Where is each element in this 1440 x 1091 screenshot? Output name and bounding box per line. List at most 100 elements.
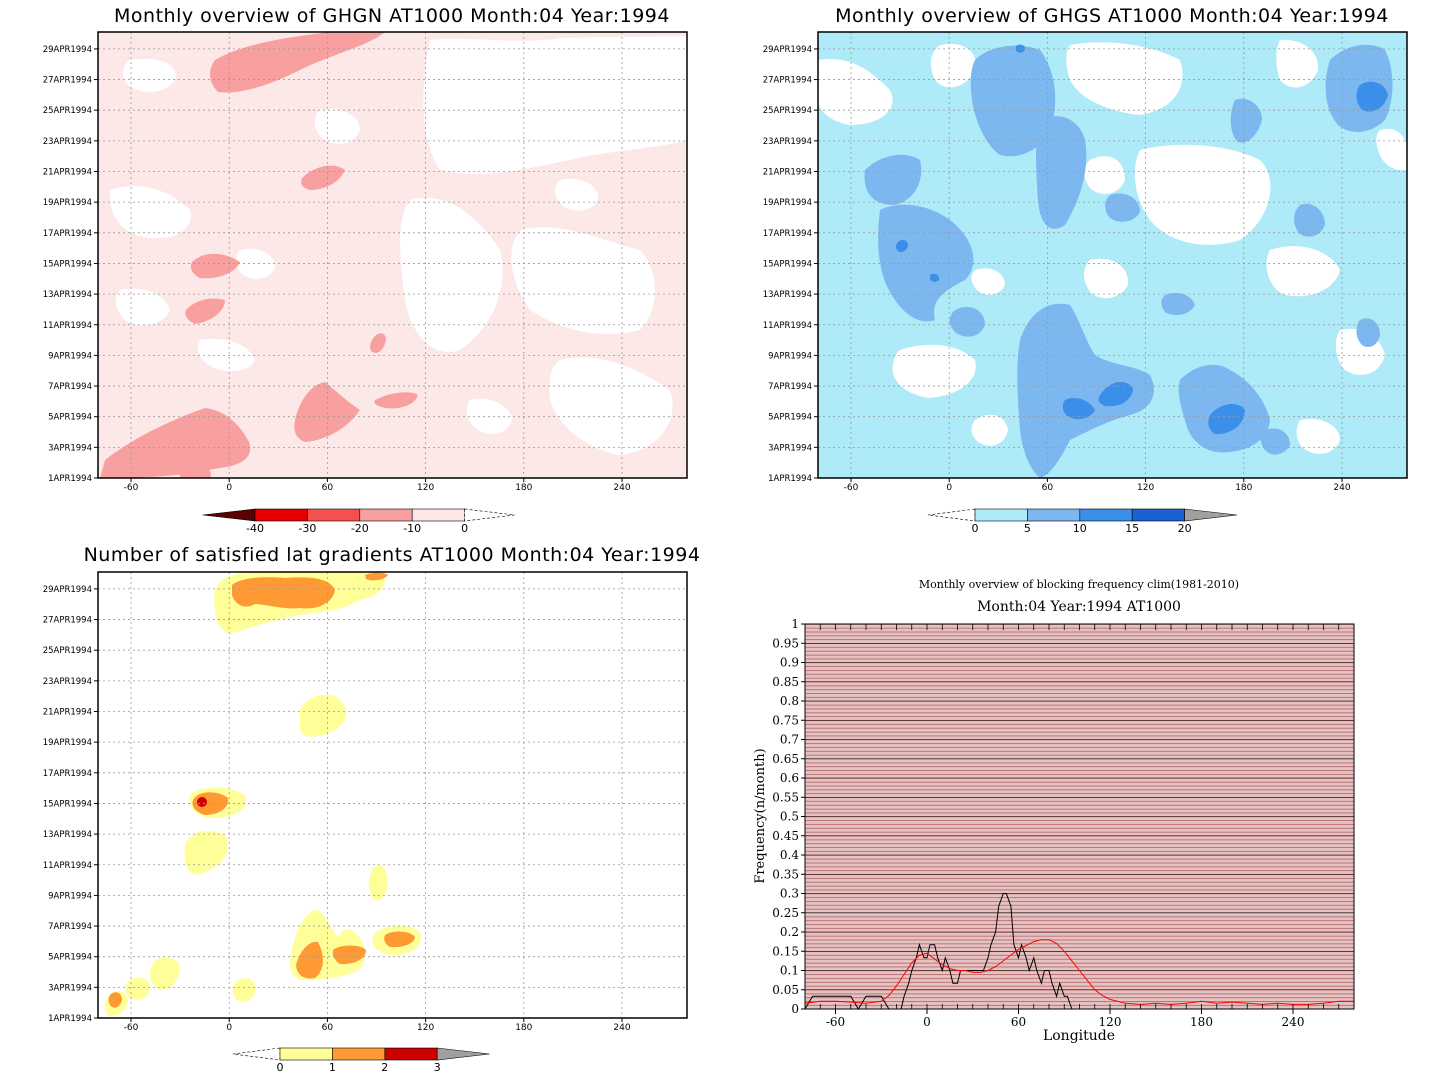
x-tick-label: 120 bbox=[417, 1023, 434, 1033]
x-axis: -60 0 60 120 180 240 bbox=[124, 478, 631, 493]
y-axis: 1APR1994 3APR1994 5APR1994 7APR1994 9APR1994… bbox=[43, 45, 98, 484]
y-tick-label: 15APR1994 bbox=[43, 799, 92, 809]
x-tick-label: -60 bbox=[826, 1015, 845, 1029]
x-tick-label: 240 bbox=[613, 1023, 630, 1033]
x-tick-label: 60 bbox=[322, 483, 334, 493]
y-tick-label: 1APR1994 bbox=[48, 1014, 92, 1024]
x-tick-label: 240 bbox=[1282, 1015, 1305, 1029]
colorbar-label: -20 bbox=[351, 522, 369, 535]
x-tick-label: 180 bbox=[515, 1023, 532, 1033]
colorbar-label: 5 bbox=[1024, 522, 1031, 535]
y-tick-label: 23APR1994 bbox=[763, 137, 812, 147]
colorbar-segment bbox=[1027, 508, 1081, 522]
colorbar-segment bbox=[254, 508, 308, 522]
y-tick-label: 1APR1994 bbox=[768, 474, 812, 484]
y-tick-label: 25APR1994 bbox=[43, 646, 92, 656]
colorbar: 0 1 2 3 bbox=[232, 1047, 490, 1074]
panel-lat-gradients: Number of satisfied lat gradients AT1000… bbox=[43, 544, 700, 1074]
colorbar-label: 3 bbox=[434, 1061, 441, 1074]
panel-ghgn: Monthly overview of GHGN AT1000 Month:04… bbox=[43, 5, 688, 535]
y-tick-label: 13APR1994 bbox=[763, 290, 812, 300]
y-tick-label: 29APR1994 bbox=[43, 585, 92, 595]
y-tick-label: 15APR1994 bbox=[43, 259, 92, 269]
colorbar-open-end bbox=[464, 508, 515, 522]
y-tick-label: 21APR1994 bbox=[763, 168, 812, 178]
x-axis: -60 0 60 120 180 240 bbox=[124, 1018, 631, 1033]
y-tick-label: 0.35 bbox=[772, 867, 799, 881]
y-tick-label: 7APR1994 bbox=[768, 382, 812, 392]
y-tick-label: 7APR1994 bbox=[48, 382, 92, 392]
y-tick-label: 0.95 bbox=[772, 636, 799, 650]
colorbar-label: -30 bbox=[298, 522, 316, 535]
x-tick-label: -60 bbox=[124, 483, 139, 493]
colorbar-segment bbox=[1131, 508, 1185, 522]
y-tick-label: 0.15 bbox=[772, 944, 799, 958]
x-axis: -60 0 60 120 180 240 bbox=[804, 624, 1355, 1029]
x-tick-label: 180 bbox=[515, 483, 532, 493]
colorbar: 0 5 10 15 20 bbox=[927, 508, 1238, 535]
y-tick-label: 13APR1994 bbox=[43, 830, 92, 840]
y-tick-label: 0.3 bbox=[780, 887, 799, 901]
chart-subtitle: Month:04 Year:1994 AT1000 bbox=[977, 599, 1181, 615]
y-tick-label: 13APR1994 bbox=[43, 290, 92, 300]
colorbar-segment bbox=[974, 508, 1028, 522]
lat-gradient-contours bbox=[98, 572, 687, 1018]
y-axis: 1APR1994 3APR1994 5APR1994 7APR1994 9APR1994… bbox=[763, 45, 818, 484]
plot-frame bbox=[817, 31, 1408, 479]
chart-title: Monthly overview of GHGN AT1000 Month:04… bbox=[114, 5, 670, 27]
y-tick-label: 0.55 bbox=[772, 790, 799, 804]
colorbar-label: -40 bbox=[246, 522, 264, 535]
y-tick-label: 29APR1994 bbox=[763, 45, 812, 55]
y-tick-label: 23APR1994 bbox=[43, 677, 92, 687]
x-tick-label: 60 bbox=[1011, 1015, 1026, 1029]
y-tick-label: 27APR1994 bbox=[763, 76, 812, 86]
y-axis: 1APR1994 3APR1994 5APR1994 7APR1994 9APR1994… bbox=[43, 585, 98, 1024]
y-tick-label: 0.2 bbox=[780, 925, 799, 939]
colorbar-segment bbox=[279, 1047, 333, 1061]
ghgn-grid bbox=[98, 32, 687, 478]
ghgn-contours bbox=[98, 32, 687, 478]
y-tick-label: 5APR1994 bbox=[48, 413, 92, 423]
colorbar-segment bbox=[359, 508, 413, 522]
y-tick-label: 11APR1994 bbox=[763, 321, 812, 331]
colorbar-label: 15 bbox=[1125, 522, 1139, 535]
colorbar-open-end bbox=[232, 1047, 281, 1061]
y-tick-label: 9APR1994 bbox=[48, 891, 92, 901]
colorbar: -40 -30 -20 -10 0 bbox=[202, 508, 515, 535]
colorbar-segment bbox=[436, 1047, 490, 1061]
y-tick-label: 19APR1994 bbox=[763, 198, 812, 208]
x-tick-label: 120 bbox=[1099, 1015, 1122, 1029]
x-tick-label: 60 bbox=[322, 1023, 334, 1033]
y-tick-label: 0.45 bbox=[772, 829, 799, 843]
x-tick-label: -60 bbox=[844, 483, 859, 493]
y-tick-label: 3APR1994 bbox=[48, 983, 92, 993]
x-tick-label: -60 bbox=[124, 1023, 139, 1033]
colorbar-label: 2 bbox=[381, 1061, 388, 1074]
y-tick-label: 0.75 bbox=[772, 713, 799, 727]
y-tick-label: 11APR1994 bbox=[43, 861, 92, 871]
panel-blocking-frequency: Monthly overview of blocking frequency c… bbox=[753, 578, 1355, 1044]
y-tick-label: 21APR1994 bbox=[43, 168, 92, 178]
x-tick-label: 0 bbox=[226, 1023, 232, 1033]
y-tick-label: 19APR1994 bbox=[43, 738, 92, 748]
y-tick-label: 9APR1994 bbox=[768, 351, 812, 361]
y-tick-label: 0.9 bbox=[780, 656, 799, 670]
x-tick-label: 60 bbox=[1042, 483, 1054, 493]
colorbar-label: 10 bbox=[1073, 522, 1087, 535]
x-tick-label: 0 bbox=[226, 483, 232, 493]
colorbar-label: 20 bbox=[1178, 522, 1192, 535]
y-tick-label: 0.5 bbox=[780, 810, 799, 824]
y-tick-label: 0 bbox=[791, 1002, 799, 1016]
colorbar-segment bbox=[332, 1047, 386, 1061]
y-tick-label: 1 bbox=[791, 617, 799, 631]
colorbar-open-end bbox=[927, 508, 976, 522]
series-line-climatology bbox=[804, 939, 1354, 1005]
colorbar-label: 1 bbox=[329, 1061, 336, 1074]
colorbar-label: 0 bbox=[972, 522, 979, 535]
y-tick-label: 17APR1994 bbox=[763, 229, 812, 239]
y-tick-label: 0.1 bbox=[780, 964, 799, 978]
y-axis: 0 0.05 0.1 0.15 0.2 0.25 0.3 0.35 0.4 0.45 0.5 0.55… bbox=[772, 617, 805, 1016]
x-tick-label: 240 bbox=[1333, 483, 1350, 493]
y-tick-label: 29APR1994 bbox=[43, 45, 92, 55]
